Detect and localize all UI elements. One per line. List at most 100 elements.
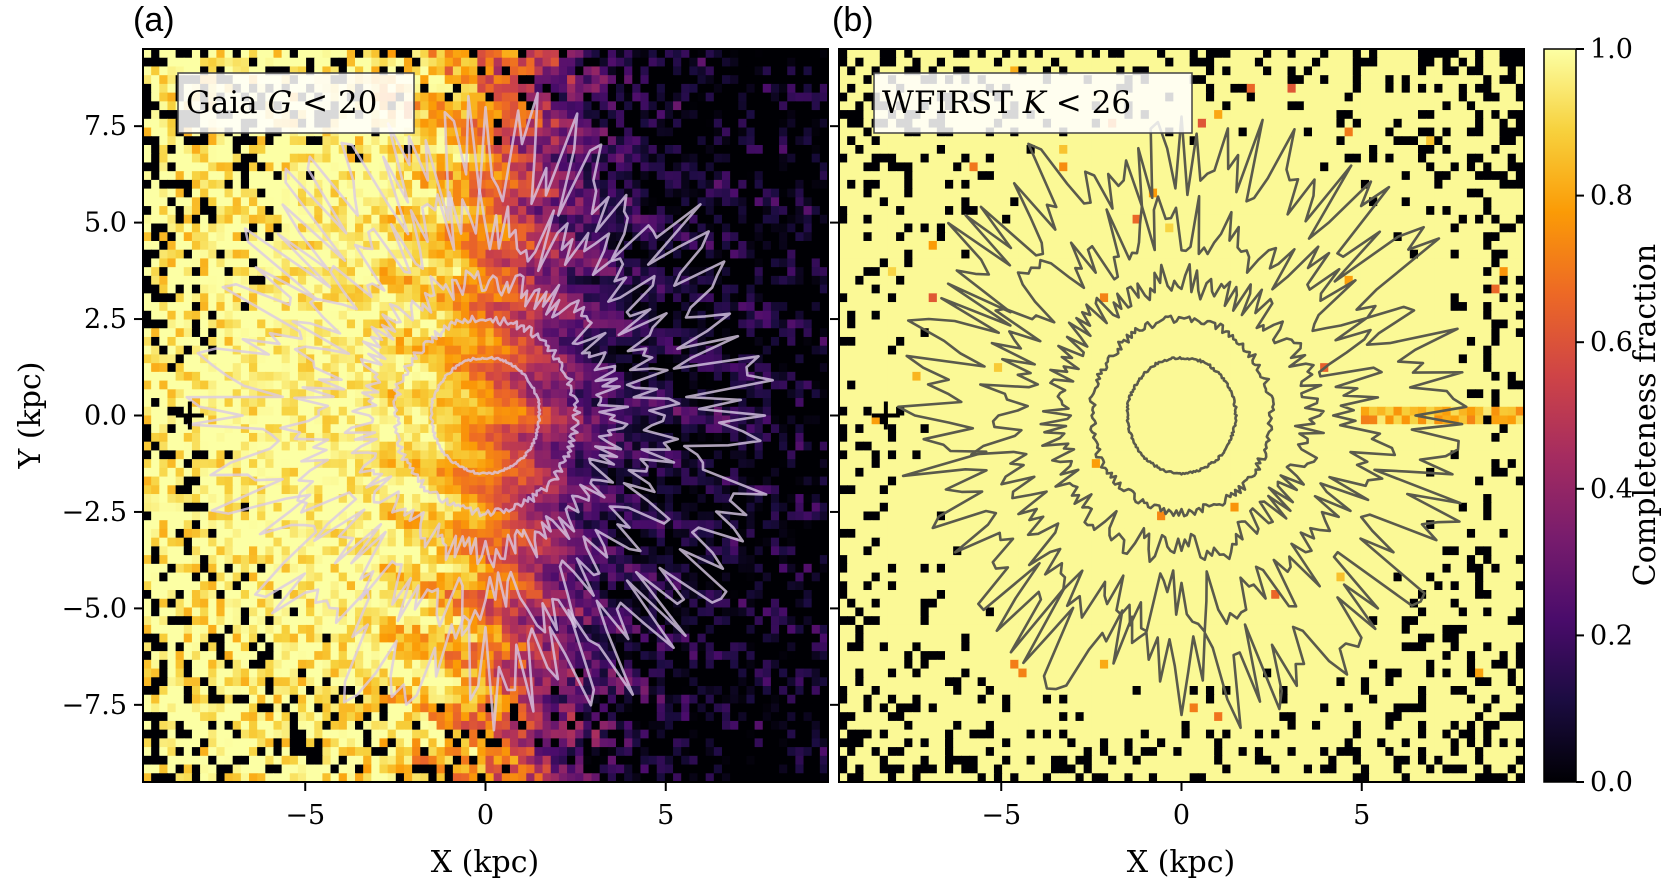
heatmap-cell xyxy=(673,284,682,294)
heatmap-cell xyxy=(819,546,828,556)
heatmap-cell xyxy=(355,284,364,294)
heatmap-cell xyxy=(713,485,723,495)
heatmap-cell xyxy=(567,136,576,146)
heatmap-cell xyxy=(355,345,364,356)
heatmap-cell xyxy=(542,267,552,277)
heatmap-cell xyxy=(689,110,699,120)
heatmap-cell xyxy=(167,432,177,443)
heatmap-cell xyxy=(175,240,185,251)
heatmap-cell xyxy=(648,223,658,233)
heatmap-cell xyxy=(624,389,633,399)
heatmap-cell xyxy=(746,441,756,452)
heatmap-cell xyxy=(281,398,291,408)
heatmap-cell xyxy=(175,345,185,356)
heatmap-cell xyxy=(501,380,511,390)
heatmap-cell xyxy=(721,319,731,329)
heatmap-cell xyxy=(624,75,633,85)
heatmap-cell xyxy=(338,555,348,565)
heatmap-cell xyxy=(297,389,307,399)
heatmap-cell xyxy=(191,214,201,225)
heatmap-cell xyxy=(452,406,462,417)
heatmap-cell xyxy=(322,415,332,425)
heatmap-cell xyxy=(689,293,699,303)
heatmap-cell xyxy=(787,380,796,390)
heatmap-cell xyxy=(338,188,348,198)
heatmap-cell xyxy=(143,232,152,242)
heatmap-cell xyxy=(200,494,209,504)
heatmap-cell xyxy=(183,336,193,347)
heatmap-cell xyxy=(664,389,674,399)
heatmap-cell xyxy=(322,223,332,233)
heatmap-cell xyxy=(534,171,544,181)
heatmap-cell xyxy=(583,380,593,390)
heatmap-cell xyxy=(787,49,796,59)
heatmap-cell xyxy=(803,92,813,102)
heatmap-cell xyxy=(779,520,788,530)
heatmap-cell xyxy=(444,354,454,364)
heatmap-cell xyxy=(779,188,788,198)
heatmap-cell xyxy=(314,537,323,547)
heatmap-cell xyxy=(713,284,723,294)
heatmap-cell xyxy=(306,214,315,225)
heatmap-cell xyxy=(803,406,813,417)
heatmap-cell xyxy=(216,336,226,347)
heatmap-cell xyxy=(175,520,185,530)
heatmap-cell xyxy=(436,398,446,408)
heatmap-cell xyxy=(183,267,193,277)
heatmap-cell xyxy=(371,494,381,504)
heatmap-cell xyxy=(183,232,193,242)
heatmap-cell xyxy=(363,232,372,242)
heatmap-cell xyxy=(697,432,707,443)
heatmap-cell xyxy=(779,66,788,76)
heatmap-cell xyxy=(721,345,731,356)
heatmap-cell xyxy=(648,162,658,172)
heatmap-cell xyxy=(436,520,446,530)
heatmap-cell xyxy=(265,520,275,530)
heatmap-cell xyxy=(224,249,234,260)
heatmap-cell xyxy=(721,249,731,260)
heatmap-cell xyxy=(461,371,470,382)
heatmap-cell xyxy=(730,293,739,303)
heatmap-cell xyxy=(151,319,160,329)
heatmap-cell xyxy=(175,249,185,260)
heatmap-cell xyxy=(412,136,421,146)
heatmap-cell xyxy=(249,275,258,286)
heatmap-cell xyxy=(689,432,699,443)
heatmap-cell xyxy=(191,345,201,356)
heatmap-cell xyxy=(224,398,234,408)
heatmap-cell xyxy=(819,336,828,347)
heatmap-cell xyxy=(461,450,470,460)
heatmap-cell xyxy=(583,467,593,478)
heatmap-cell xyxy=(770,75,780,85)
heatmap-cell xyxy=(632,101,642,111)
heatmap-cell xyxy=(403,354,413,364)
heatmap-cell xyxy=(509,249,519,260)
heatmap-cell xyxy=(232,275,242,286)
heatmap-cell xyxy=(306,528,315,539)
heatmap-cell xyxy=(363,520,372,530)
heatmap-cell xyxy=(787,214,796,225)
heatmap-cell xyxy=(493,511,503,521)
heatmap-cell xyxy=(461,546,470,556)
heatmap-cell xyxy=(420,398,430,408)
heatmap-cell xyxy=(208,424,217,434)
heatmap-cell xyxy=(338,424,348,434)
heatmap-cell xyxy=(632,275,642,286)
heatmap-cell xyxy=(648,415,658,425)
heatmap-cell xyxy=(509,511,519,521)
heatmap-cell xyxy=(705,136,715,146)
heatmap-cell xyxy=(306,555,315,565)
heatmap-cell xyxy=(632,467,642,478)
heatmap-cell xyxy=(395,153,405,164)
heatmap-cell xyxy=(624,319,633,329)
heatmap-cell xyxy=(721,537,731,547)
heatmap-cell xyxy=(183,66,193,76)
heatmap-cell xyxy=(518,441,527,452)
heatmap-cell xyxy=(281,467,291,478)
heatmap-cell xyxy=(542,293,552,303)
heatmap-cell xyxy=(191,179,201,190)
heatmap-cell xyxy=(485,118,495,129)
heatmap-cell xyxy=(730,485,739,495)
heatmap-cell xyxy=(730,188,739,198)
heatmap-cell xyxy=(583,441,593,452)
